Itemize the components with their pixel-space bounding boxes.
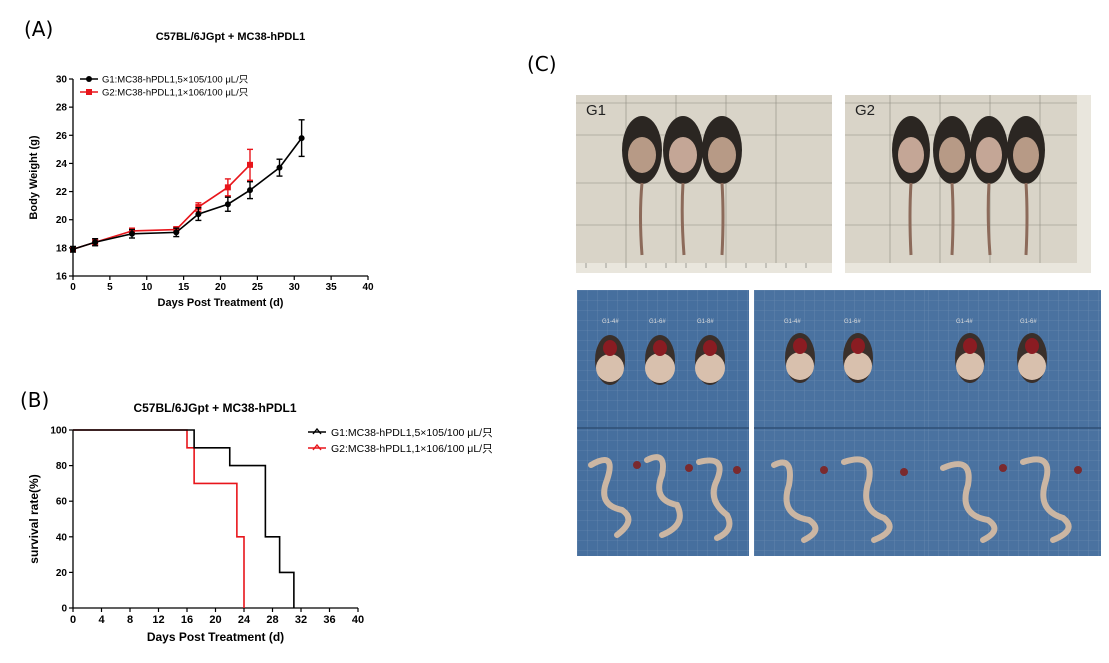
chart-a-y-tick-label: 16 — [56, 272, 68, 283]
chart-a-y-tick-label: 20 — [56, 215, 68, 226]
chart-a-y-tick-label: 22 — [56, 187, 68, 198]
chart-a-x-tick-label: 10 — [141, 282, 153, 293]
chart-b-y-tick-label: 0 — [61, 604, 67, 615]
photo-g1-mice: G1 — [576, 95, 832, 273]
panel-c-label: (C) — [527, 52, 557, 76]
chart-a-legend-label: G1:MC38-hPDL1,5×105/100 μL/只 — [102, 75, 248, 86]
chart-a-title: C57BL/6JGpt + MC38-hPDL1 — [156, 31, 305, 43]
chart-a-point — [276, 164, 283, 171]
survival-chart: C57BL/6JGpt + MC38-hPDL1 0 20 40 60 80 100 0 4 8 1… — [27, 401, 493, 644]
chart-a-point — [224, 184, 231, 191]
chart-b-y-tick-label: 20 — [56, 568, 68, 579]
chart-b-x-tick-label: 0 — [70, 614, 76, 626]
chart-a-x-tick-label: 30 — [289, 282, 301, 293]
chart-b-title: C57BL/6JGpt + MC38-hPDL1 — [133, 401, 296, 415]
chart-b-series-step — [73, 429, 295, 608]
chart-b-x-tick-label: 36 — [323, 614, 335, 626]
photo-g2-mice: G2 — [845, 95, 1091, 273]
chart-a-legend-marker — [86, 89, 92, 95]
chart-a-x-tick-label: 20 — [215, 282, 227, 293]
chart-a-point — [298, 135, 305, 142]
chart-a-legend-marker — [86, 76, 92, 82]
chart-a-x-label: Days Post Treatment (d) — [158, 297, 284, 309]
chart-a-x-tick-label: 15 — [178, 282, 190, 293]
chart-b-legend-marker — [312, 443, 322, 451]
chart-a-x-tick-label: 35 — [326, 282, 338, 293]
chart-a-point — [195, 211, 202, 218]
chart-a-point — [224, 201, 231, 208]
label-left-2: G1-6# — [649, 319, 666, 325]
photo-dissection-right: G1-4# G1-6# — [928, 290, 1101, 556]
body-weight-chart: C57BL/6JGpt + MC38-hPDL1 16 18 20 22 24 26 28 30… — [28, 31, 374, 309]
g1-photo-label: G1 — [586, 102, 606, 119]
chart-a-y-tick-label: 26 — [56, 131, 68, 142]
chart-b-legend-label: G1:MC38-hPDL1,5×105/100 μL/只 — [331, 427, 493, 439]
panel-b-label: (B) — [20, 388, 50, 412]
chart-a-point — [195, 204, 202, 211]
chart-b-y-tick-label: 40 — [56, 532, 68, 543]
chart-a-x-tick-label: 5 — [107, 282, 113, 293]
label-right-1: G1-4# — [956, 319, 973, 325]
label-left-3: G1-8# — [697, 319, 714, 325]
chart-a-y-label: Body Weight (g) — [28, 135, 40, 219]
chart-a-y-tick-label: 24 — [56, 159, 68, 170]
chart-a-series-line — [72, 164, 251, 251]
label-right-2: G1-6# — [1020, 319, 1037, 325]
g2-photo-label: G2 — [855, 102, 875, 119]
chart-a-y-tick-label: 18 — [56, 243, 68, 254]
chart-b-x-tick-label: 16 — [181, 614, 193, 626]
chart-b-x-tick-label: 4 — [98, 614, 105, 626]
chart-a-point — [173, 229, 180, 236]
chart-a-point — [129, 230, 135, 237]
chart-b-x-tick-label: 20 — [209, 614, 221, 626]
chart-b-legend-label: G2:MC38-hPDL1,1×106/100 μL/只 — [331, 443, 493, 455]
chart-b-x-tick-label: 32 — [295, 614, 307, 626]
chart-b-y-tick-label: 60 — [56, 497, 68, 508]
chart-b-y-tick-label: 80 — [56, 461, 68, 472]
panel-a-label: (A) — [24, 17, 54, 41]
chart-b-x-tick-label: 12 — [152, 614, 164, 626]
chart-a-x-tick-label: 0 — [70, 282, 76, 293]
label-left-1: G1-4# — [602, 319, 619, 325]
chart-b-x-tick-label: 24 — [238, 614, 251, 626]
chart-a-x-tick-label: 25 — [252, 282, 264, 293]
chart-a-y-tick-label: 28 — [56, 103, 68, 114]
label-mid-1: G1-4# — [784, 319, 801, 325]
photo-dissection-middle: G1-4# G1-6# — [754, 290, 928, 556]
chart-b-x-tick-label: 8 — [127, 614, 133, 626]
chart-a-point — [247, 187, 253, 194]
chart-a-point — [247, 161, 253, 168]
chart-b-x-tick-label: 28 — [266, 614, 278, 626]
chart-a-legend-label: G2:MC38-hPDL1,1×106/100 μL/只 — [102, 88, 248, 99]
chart-a-series-line — [72, 137, 303, 251]
label-mid-2: G1-6# — [844, 319, 861, 325]
chart-b-y-tick-label: 100 — [50, 426, 67, 437]
photo-dissection-left: G1-4# G1-6# G1-8# — [577, 290, 749, 556]
chart-b-x-tick-label: 40 — [352, 614, 364, 626]
chart-b-series-step — [73, 429, 245, 608]
chart-b-x-label: Days Post Treatment (d) — [147, 630, 284, 644]
chart-a-point — [92, 239, 99, 246]
chart-a-point — [70, 246, 76, 253]
chart-b-legend-marker — [312, 427, 322, 435]
chart-a-y-tick-label: 30 — [56, 75, 68, 86]
chart-b-y-label: survival rate(%) — [27, 474, 41, 563]
chart-a-x-tick-label: 40 — [362, 282, 374, 293]
